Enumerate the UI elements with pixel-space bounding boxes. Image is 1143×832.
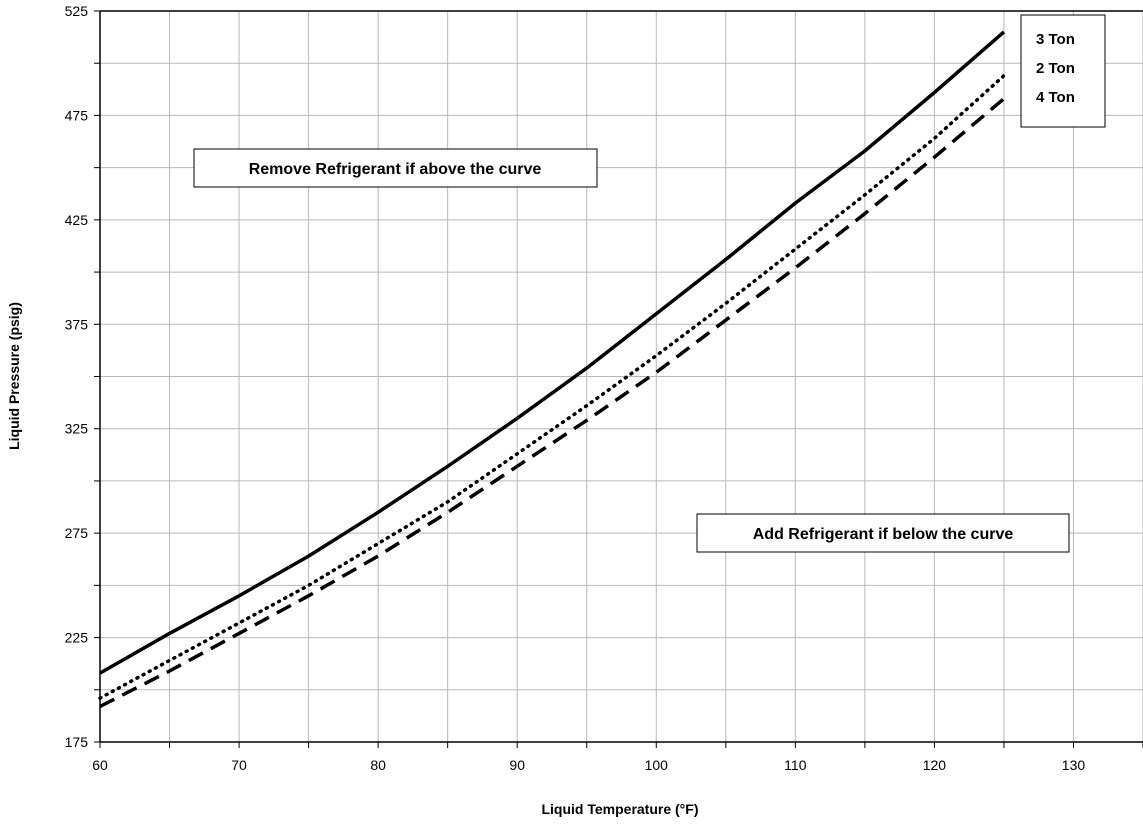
y-tick-label: 525 (65, 3, 89, 19)
tick-labels: 175 225 275 325 375 425 475 525 60 70 80 90 100 110 12… (65, 3, 1086, 773)
x-tick-label: 60 (92, 757, 108, 773)
annotation-remove: Remove Refrigerant if above the curve (193, 148, 598, 188)
y-tick-label: 375 (65, 316, 89, 332)
legend-item-2-ton: 2 Ton (1036, 60, 1075, 77)
series (98, 30, 1006, 709)
x-tick-label: 90 (509, 757, 525, 773)
y-tick-label: 475 (65, 107, 89, 123)
annotation-add-text: Add Refrigerant if below the curve (753, 526, 1014, 543)
series-line-2-ton (98, 73, 1006, 700)
annotation-remove-box (193, 148, 598, 188)
y-tick-label: 325 (65, 421, 89, 437)
series-line-3-ton (99, 30, 1006, 675)
y-tick-label: 275 (65, 525, 89, 541)
legend-box (1020, 14, 1106, 128)
y-tick-label: 175 (65, 734, 89, 750)
y-tick-label: 225 (65, 630, 89, 646)
legend-item-4-ton: 4 Ton (1036, 89, 1075, 106)
y-axis-title: Liquid Pressure (psig) (6, 302, 22, 450)
annotation-add-box (696, 513, 1070, 553)
annotation-remove-text: Remove Refrigerant if above the curve (249, 161, 542, 178)
x-tick-label: 80 (370, 757, 386, 773)
x-tick-label: 100 (645, 757, 669, 773)
x-tick-label: 130 (1062, 757, 1086, 773)
annotation-add: Add Refrigerant if below the curve (696, 513, 1070, 553)
x-tick-label: 70 (231, 757, 247, 773)
axes (94, 10, 1143, 748)
x-tick-label: 110 (784, 757, 807, 773)
x-tick-label: 120 (923, 757, 947, 773)
y-tick-label: 425 (65, 212, 89, 228)
x-axis-title: Liquid Temperature (°F) (541, 801, 698, 817)
legend: 3 Ton 2 Ton 4 Ton (1020, 14, 1106, 128)
legend-item-3-ton: 3 Ton (1036, 31, 1075, 48)
